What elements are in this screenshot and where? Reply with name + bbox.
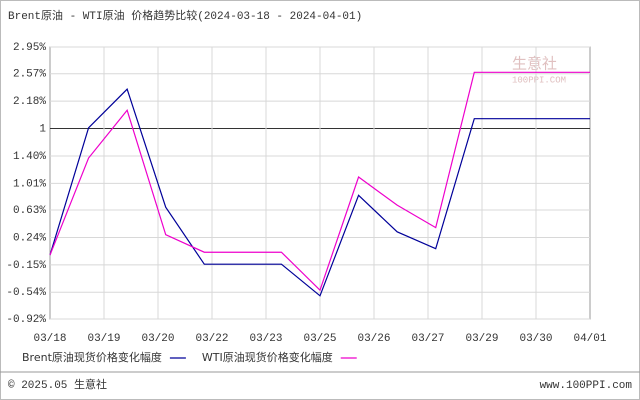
x-tick-label: 03/19: [87, 333, 120, 345]
x-tick-label: 03/27: [411, 333, 444, 345]
y-tick-label: -0.92%: [6, 314, 46, 326]
x-tick-label: 03/30: [519, 333, 552, 345]
watermark-site: 100PPI.COM: [512, 75, 566, 85]
legend-label: Brent原油现货价格变化幅度: [22, 350, 162, 364]
x-tick-label: 03/20: [141, 333, 174, 345]
legend-label: WTI原油现货价格变化幅度: [202, 350, 333, 364]
x-tick-label: 03/29: [465, 333, 498, 345]
y-tick-label: 2.18%: [13, 96, 46, 108]
chart-title: Brent原油 - WTI原油 价格趋势比较(2024-03-18 - 2024…: [8, 8, 362, 23]
y-tick-label: 2.57%: [13, 69, 46, 81]
x-tick-label: 03/18: [33, 333, 66, 345]
series-line: [49, 88, 590, 297]
x-tick-label: 04/01: [573, 333, 606, 345]
y-tick-label: 0.24%: [13, 232, 46, 244]
watermark-name: 生意社: [512, 55, 557, 73]
y-tick-label: -0.54%: [6, 287, 46, 299]
footer-left: © 2025.05 生意社: [8, 377, 107, 392]
footer-right: www.100PPI.com: [540, 380, 633, 392]
y-tick-label: -0.15%: [6, 260, 46, 272]
x-tick-label: 03/25: [303, 333, 336, 345]
y-tick-label: 2.95%: [13, 42, 46, 54]
y-tick-label: 1.40%: [13, 151, 46, 163]
y-tick-label: 1: [39, 123, 46, 135]
y-tick-label: 1.01%: [13, 178, 46, 190]
y-tick-label: 0.63%: [13, 205, 46, 217]
x-tick-label: 03/26: [357, 333, 390, 345]
x-tick-label: 03/22: [195, 333, 228, 345]
series-line: [49, 71, 590, 292]
x-tick-label: 03/23: [249, 333, 282, 345]
